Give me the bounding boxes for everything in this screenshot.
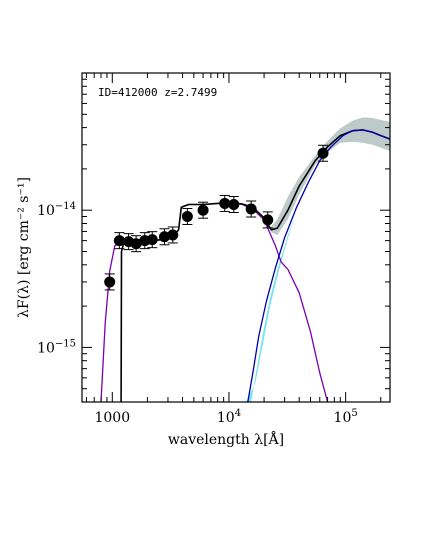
photometry-point-5	[146, 234, 158, 246]
plot-frame	[81, 72, 391, 403]
y-axis-label: λF(λ) [erg cm⁻² s⁻¹]	[16, 177, 32, 318]
photometry-point-9	[197, 204, 209, 216]
total-model-uncertainty-band	[271, 117, 390, 235]
photometry-point-13	[262, 214, 274, 226]
photometry-point-14	[317, 147, 329, 159]
photometry-point-1	[113, 235, 125, 247]
x-axis-label: wavelength λ[Å]	[168, 430, 284, 448]
x-tick-label: 104	[217, 408, 241, 426]
photometry-point-8	[181, 210, 193, 222]
y-tick-label: 10−14	[37, 201, 76, 219]
photometry-point-6	[158, 231, 170, 243]
dust-model-uncertainty-band	[246, 211, 297, 402]
photometry-point-11	[228, 199, 240, 211]
data-points-layer	[104, 144, 329, 291]
dust-model-curve	[247, 129, 390, 402]
photometry-point-12	[245, 203, 257, 215]
stellar-model-curve	[100, 201, 329, 402]
model-curves-layer	[100, 129, 390, 402]
x-tick-label: 1000	[94, 410, 130, 426]
photometry-point-3	[130, 238, 142, 250]
photometry-point-0	[104, 276, 116, 288]
photometry-point-7	[167, 229, 179, 241]
ticks-layer: 1000 104 105 10−15 10−14	[37, 72, 390, 426]
y-tick-label: 10−15	[37, 338, 76, 356]
object-id-annotation: ID=412000 z=2.7499	[98, 86, 217, 99]
x-tick-label: 105	[334, 408, 358, 426]
total-model-curve	[120, 129, 390, 402]
photometry-point-10	[219, 197, 231, 209]
bands-layer	[246, 117, 390, 402]
